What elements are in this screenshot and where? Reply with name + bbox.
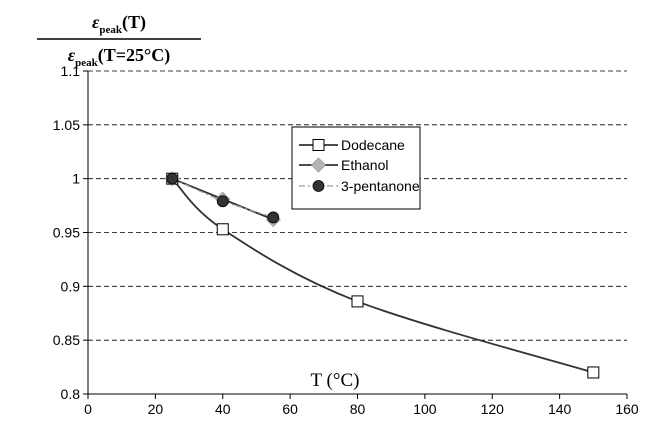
x-axis-label: T (°C): [311, 370, 360, 391]
y-label-numerator: εpeak(T): [92, 12, 146, 36]
legend: Dodecane Ethanol 3-pentanone: [291, 126, 421, 210]
x-tick-label: 60: [282, 401, 298, 417]
data-point-dodecane: [216, 223, 229, 236]
axes: [83, 70, 628, 399]
y-label-denominator: εpeak(T=25°C): [68, 45, 170, 69]
y-label-num-subscript: peak: [99, 24, 123, 36]
data-point-3-pentanone: [166, 172, 179, 185]
y-tick-labels: 0.8 0.85 0.9 0.95 1 1.05 1.1: [53, 63, 80, 402]
x-tick-label: 0: [84, 401, 92, 417]
y-tick-label: 1.1: [61, 63, 81, 79]
x-tick-label: 140: [548, 401, 572, 417]
y-label-den-argument: (T=25°C): [98, 45, 170, 66]
legend-marker-dodecane: [312, 139, 325, 151]
y-label-den-subscript: peak: [75, 57, 99, 69]
data-point-3-pentanone: [216, 195, 229, 208]
data-point-3-pentanone: [267, 211, 280, 224]
y-tick-label: 0.9: [61, 278, 81, 294]
x-tick-label: 80: [350, 401, 366, 417]
legend-label-ethanol: Ethanol: [341, 157, 388, 173]
y-tick-label: 1.05: [53, 117, 80, 133]
legend-label-dodecane: Dodecane: [341, 137, 405, 153]
legend-marker-ethanol: [310, 157, 327, 173]
series-line-3-pentanone: [171, 178, 274, 219]
series-layer: [164, 171, 600, 379]
y-tick-label: 1: [72, 171, 80, 187]
x-tick-label: 40: [215, 401, 231, 417]
series-line-dodecane: [171, 178, 594, 374]
legend-label-3-pentanone: 3-pentanone: [341, 178, 420, 194]
x-tick-label: 20: [148, 401, 164, 417]
y-tick-label: 0.8: [61, 386, 81, 402]
x-tick-label: 100: [413, 401, 437, 417]
y-label-num-argument: (T): [122, 12, 146, 33]
y-tick-label: 0.85: [53, 332, 80, 348]
legend-marker-3-pentanone: [312, 180, 325, 192]
data-point-dodecane: [587, 366, 600, 379]
y-axis-label: εpeak(T) εpeak(T=25°C): [37, 12, 201, 69]
x-tick-label: 120: [481, 401, 505, 417]
x-tick-labels: 0 20 40 60 80 100 120 140 160: [84, 401, 639, 417]
y-label-num-symbol: ε: [92, 12, 100, 32]
y-tick-label: 0.95: [53, 225, 80, 241]
y-label-den-symbol: ε: [68, 45, 76, 65]
data-point-dodecane: [351, 295, 364, 308]
x-tick-label: 160: [615, 401, 639, 417]
